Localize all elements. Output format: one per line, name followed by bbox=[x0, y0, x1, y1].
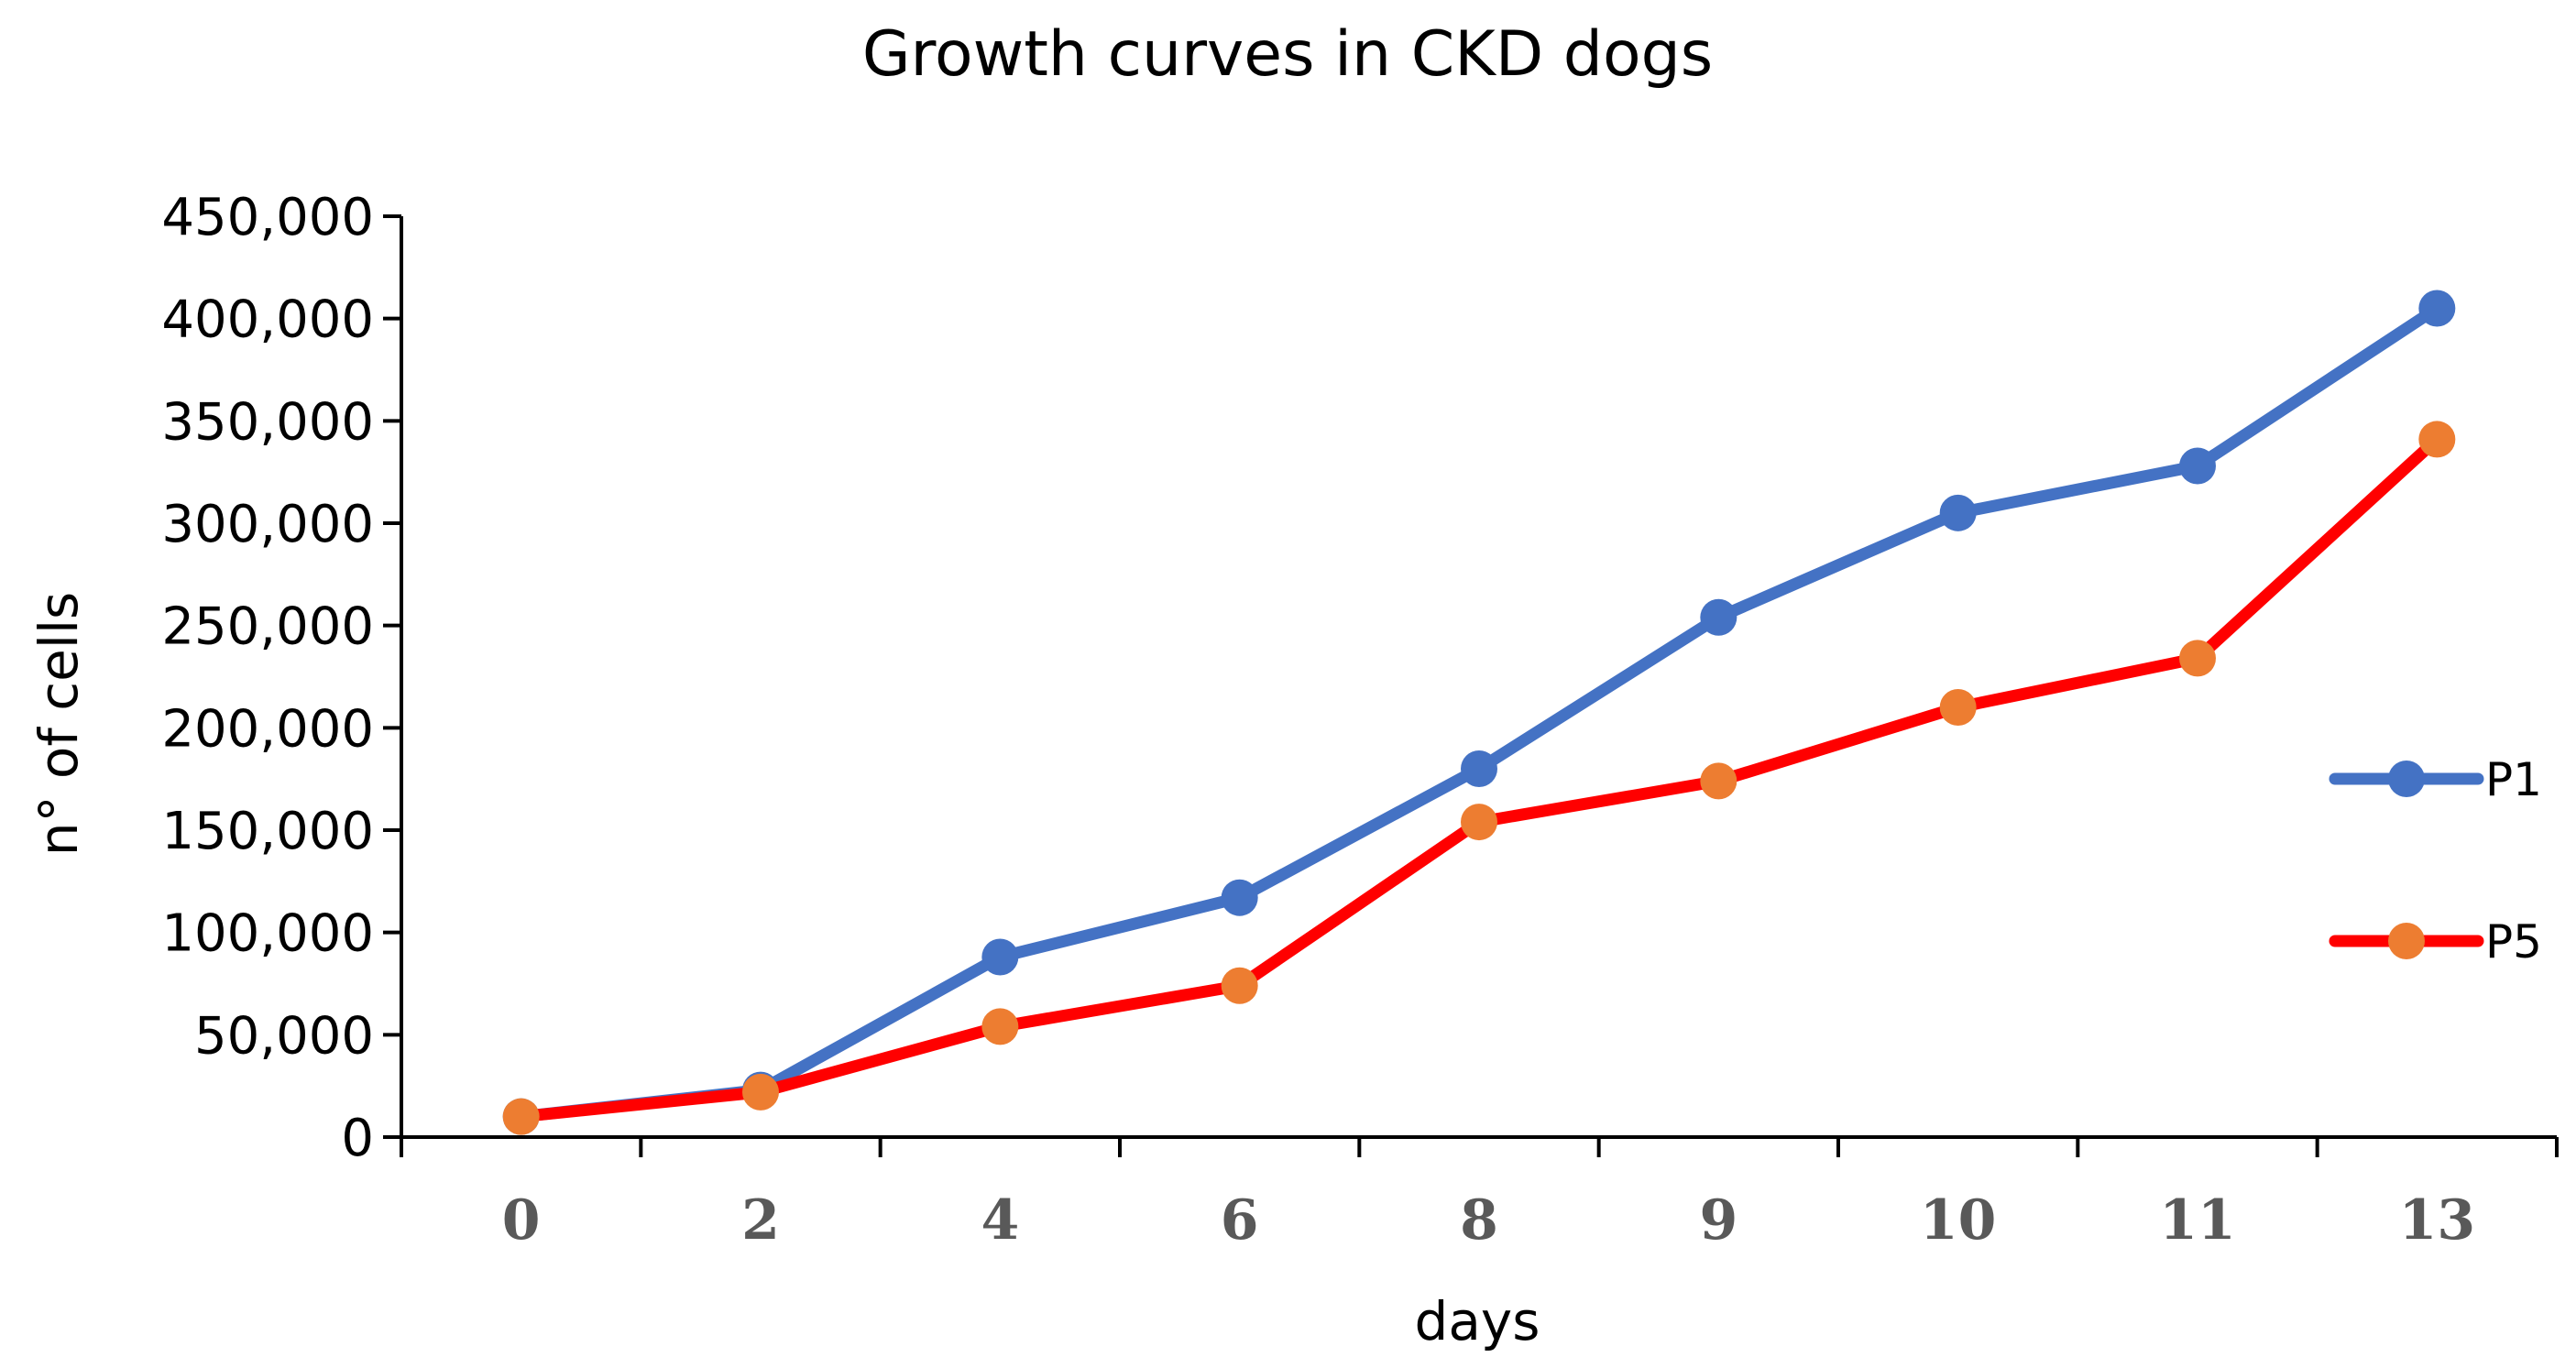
y-tick-label: 200,000 bbox=[161, 699, 374, 759]
x-tick-label: 8 bbox=[1460, 1188, 1498, 1253]
x-tick-label: 0 bbox=[502, 1188, 541, 1253]
data-point-p1 bbox=[1221, 879, 1258, 916]
y-axis-title: n° of cells bbox=[27, 592, 90, 857]
legend-item-p5: P5 bbox=[2329, 915, 2542, 969]
y-tick-label: 250,000 bbox=[161, 597, 374, 657]
data-point-p5 bbox=[981, 1008, 1019, 1045]
series-layer bbox=[502, 290, 2456, 1135]
x-tick-label: 10 bbox=[1920, 1188, 1997, 1253]
x-tick-label: 4 bbox=[981, 1188, 1019, 1253]
data-point-p5 bbox=[1700, 762, 1737, 800]
x-tick-label: 13 bbox=[2399, 1188, 2476, 1253]
data-point-p1 bbox=[1939, 494, 1977, 531]
y-tick-label: 50,000 bbox=[194, 1006, 374, 1066]
legend-label-p5: P5 bbox=[2485, 915, 2542, 969]
chart-title: Growth curves in CKD dogs bbox=[862, 18, 1713, 91]
y-tick-label: 350,000 bbox=[161, 392, 374, 452]
x-tick-label: 2 bbox=[741, 1188, 780, 1253]
y-axis: 0 50,000 100,000 150,000 200,000 250,000 300,0… bbox=[161, 188, 403, 1168]
series-p1 bbox=[502, 290, 2456, 1135]
y-tick-label: 0 bbox=[341, 1109, 374, 1168]
x-tick-label: 9 bbox=[1699, 1188, 1737, 1253]
data-point-p5 bbox=[1221, 967, 1258, 1004]
legend-item-p1: P1 bbox=[2329, 753, 2542, 806]
y-tick-label: 100,000 bbox=[161, 904, 374, 964]
legend: P1 P5 bbox=[2329, 753, 2542, 969]
data-point-p1 bbox=[1700, 598, 1737, 636]
data-point-p5 bbox=[742, 1073, 779, 1111]
data-point-p5 bbox=[1939, 689, 1977, 726]
data-point-p1 bbox=[1461, 750, 1497, 787]
data-point-p1 bbox=[2179, 447, 2216, 485]
y-tick-label: 300,000 bbox=[161, 495, 374, 554]
data-point-p5 bbox=[1461, 804, 1497, 841]
legend-marker-p1 bbox=[2388, 761, 2425, 797]
legend-label-p1: P1 bbox=[2485, 753, 2542, 806]
data-point-p5 bbox=[2179, 640, 2216, 677]
x-axis: 0 2 4 6 8 9 10 11 13 bbox=[400, 1135, 2559, 1253]
series-p5 bbox=[502, 421, 2456, 1135]
y-tick-label: 450,000 bbox=[161, 188, 374, 247]
data-point-p5 bbox=[2418, 421, 2456, 458]
x-tick-label: 11 bbox=[2159, 1188, 2236, 1253]
data-point-p1 bbox=[2418, 290, 2456, 327]
legend-marker-p5 bbox=[2388, 923, 2425, 959]
x-tick-label: 6 bbox=[1221, 1188, 1259, 1253]
data-point-p5 bbox=[502, 1098, 540, 1135]
series-line-p1 bbox=[515, 302, 2443, 1123]
data-point-p1 bbox=[981, 938, 1019, 976]
y-tick-label: 150,000 bbox=[161, 802, 374, 861]
y-tick-label: 400,000 bbox=[161, 290, 374, 350]
x-axis-title: days bbox=[1415, 1290, 1540, 1352]
